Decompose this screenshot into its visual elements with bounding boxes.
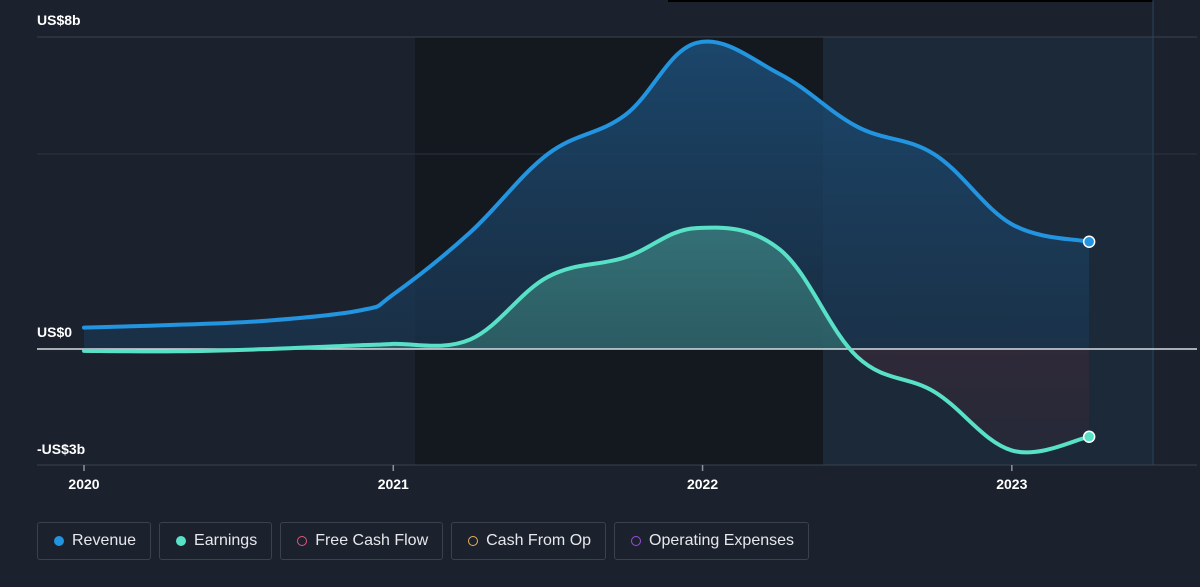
earnings-endpoint[interactable]: [1082, 430, 1096, 443]
revenue-endpoint[interactable]: [1082, 235, 1096, 248]
operating-expenses-ring-icon: [631, 536, 642, 546]
cash-from-op-ring-icon: [468, 536, 479, 546]
x-tick-label-2021: 2021: [378, 476, 409, 492]
free-cash-flow-ring-icon: [297, 536, 308, 546]
x-axis: 2020 2021 2022 2023: [68, 465, 1028, 492]
legend-item-revenue[interactable]: Revenue: [37, 522, 152, 560]
legend-item-earnings[interactable]: Earnings: [159, 522, 273, 560]
legend-item-free-cash-flow[interactable]: Free Cash Flow: [280, 522, 444, 560]
revenue-area: [84, 41, 1090, 349]
legend-label-cash-from-op: Cash From Op: [486, 532, 592, 549]
legend-item-operating-expenses[interactable]: Operating Expenses: [614, 522, 810, 560]
revenue-dot-icon: [54, 536, 64, 546]
legend: Revenue Earnings Free Cash Flow Cash Fro…: [37, 522, 810, 562]
legend-label-earnings: Earnings: [194, 532, 258, 549]
y-tick-label-top: US$8b: [37, 12, 81, 28]
legend-label-operating-expenses: Operating Expenses: [649, 532, 795, 549]
legend-item-cash-from-op[interactable]: Cash From Op: [451, 522, 607, 560]
x-tick-label-2023: 2023: [996, 476, 1027, 492]
y-tick-label-zero: US$0: [37, 324, 72, 340]
earnings-positive-area: [84, 227, 1090, 349]
revenue-line: [82, 39, 1092, 330]
legend-label-free-cash-flow: Free Cash Flow: [315, 532, 429, 549]
y-tick-label-bottom: -US$3b: [37, 441, 85, 457]
earnings-negative-area: [84, 349, 1090, 453]
top-bar: [668, 0, 1153, 2]
earnings-line: [82, 225, 1092, 455]
x-tick-label-2022: 2022: [687, 476, 718, 492]
x-tick-label-2020: 2020: [68, 476, 99, 492]
legend-label-revenue: Revenue: [72, 532, 137, 549]
earnings-dot-icon: [176, 536, 187, 546]
